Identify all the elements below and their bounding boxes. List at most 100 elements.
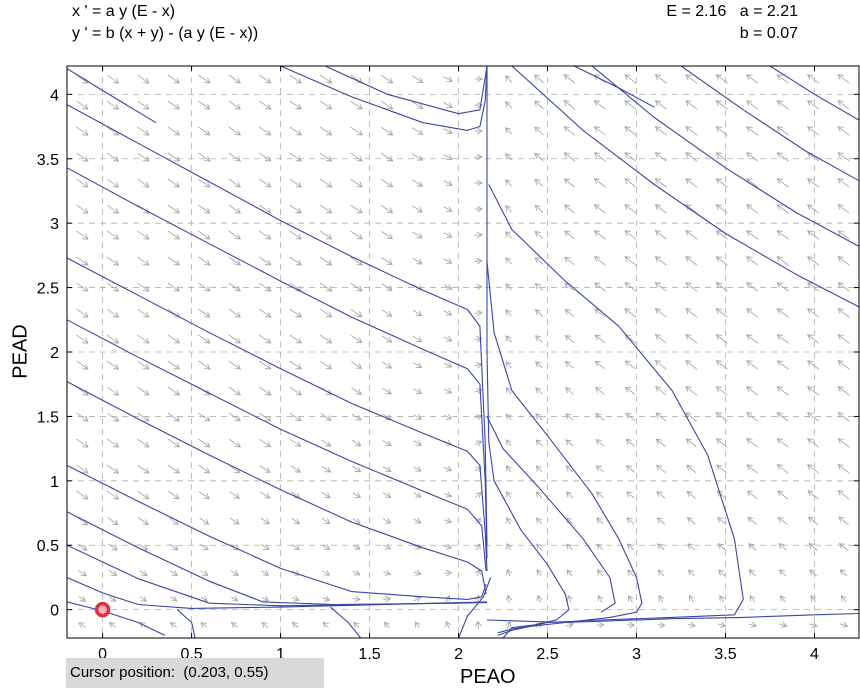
field-arrow — [168, 517, 178, 525]
field-arrow — [289, 412, 301, 420]
field-arrow — [167, 126, 179, 135]
trajectory-3 — [67, 257, 488, 572]
field-arrow — [79, 623, 86, 628]
field-arrow — [76, 178, 88, 187]
field-arrow — [321, 491, 330, 498]
field-arrow — [228, 152, 240, 161]
field-arrow — [566, 388, 574, 395]
field-arrow — [658, 570, 665, 577]
field-arrow — [657, 518, 665, 525]
field-arrow — [137, 360, 148, 369]
field-arrow — [351, 413, 361, 420]
field-arrow — [716, 205, 728, 214]
field-arrow — [351, 439, 361, 446]
field-arrow — [625, 205, 637, 214]
field-arrow — [167, 178, 179, 187]
field-arrow — [657, 465, 666, 473]
field-arrow — [106, 490, 118, 499]
field-arrow — [777, 101, 789, 110]
field-arrow — [808, 335, 820, 344]
field-arrow — [506, 492, 510, 499]
field-arrow — [290, 465, 300, 472]
field-arrow — [169, 543, 177, 550]
field-arrow — [626, 466, 635, 473]
field-arrow — [322, 598, 329, 600]
field-arrow — [474, 441, 481, 444]
field-arrow — [566, 362, 574, 369]
field-arrow — [167, 386, 179, 395]
field-arrow — [137, 152, 148, 161]
field-arrow — [381, 204, 392, 212]
field-arrow — [76, 464, 88, 473]
field-arrow — [320, 360, 331, 369]
field-arrow — [350, 152, 363, 161]
field-arrow — [595, 153, 606, 162]
field-arrow — [260, 491, 269, 498]
field-arrow — [747, 387, 759, 396]
field-arrow — [137, 178, 148, 187]
equilibrium-point[interactable] — [94, 601, 111, 618]
field-arrow — [322, 545, 329, 550]
field-arrow — [535, 127, 544, 136]
field-arrow — [716, 387, 728, 396]
field-arrow — [535, 179, 544, 187]
field-arrow — [655, 231, 667, 240]
field-arrow — [718, 624, 725, 626]
field-arrow — [506, 258, 512, 265]
field-arrow — [259, 465, 270, 473]
field-arrow — [507, 570, 510, 577]
field-arrow — [655, 101, 667, 110]
field-arrow — [687, 492, 697, 499]
field-arrow — [655, 127, 667, 136]
field-arrow — [838, 439, 850, 448]
field-arrow — [350, 335, 362, 342]
field-arrow — [780, 570, 787, 577]
field-arrow — [319, 178, 332, 187]
field-arrow — [596, 361, 605, 370]
field-arrow — [137, 230, 148, 239]
field-arrow — [319, 256, 332, 265]
field-arrow — [290, 439, 300, 447]
field-arrow — [777, 75, 789, 84]
field-arrow — [350, 256, 363, 265]
field-arrow — [688, 570, 695, 577]
trajectory-10 — [330, 606, 362, 638]
field-arrow — [289, 204, 301, 213]
field-arrow — [625, 179, 637, 188]
field-arrow — [200, 571, 207, 576]
field-arrow — [838, 257, 850, 266]
field-arrow — [777, 413, 789, 422]
trajectory-20 — [769, 66, 859, 121]
field-arrow — [289, 256, 302, 265]
field-arrow — [443, 102, 452, 108]
field-arrow — [506, 362, 512, 369]
field-arrow — [228, 204, 240, 213]
field-arrow — [382, 387, 391, 394]
x-tick-label: 3 — [632, 646, 641, 663]
field-arrow — [167, 360, 179, 369]
field-arrow — [228, 256, 240, 265]
field-arrow — [839, 624, 847, 626]
field-arrow — [808, 205, 820, 214]
x-tick-label: 1 — [276, 646, 285, 663]
field-arrow — [198, 152, 209, 161]
field-arrow — [412, 309, 422, 315]
field-arrow — [747, 257, 759, 266]
field-arrow — [383, 571, 390, 574]
x-tick-label: 0 — [98, 646, 107, 663]
field-arrow — [413, 441, 422, 445]
field-arrow — [476, 518, 481, 523]
field-arrow — [443, 337, 452, 341]
field-arrow — [382, 493, 391, 498]
field-arrow — [838, 465, 850, 474]
field-arrow — [106, 152, 118, 161]
field-arrow — [382, 440, 391, 445]
field-arrow — [838, 153, 850, 162]
field-arrow — [290, 491, 300, 498]
field-arrow — [566, 414, 574, 421]
field-arrow — [78, 597, 85, 602]
field-arrow — [686, 179, 698, 188]
cursor-position-label: Cursor position: — [70, 664, 176, 681]
field-arrow — [78, 569, 86, 576]
